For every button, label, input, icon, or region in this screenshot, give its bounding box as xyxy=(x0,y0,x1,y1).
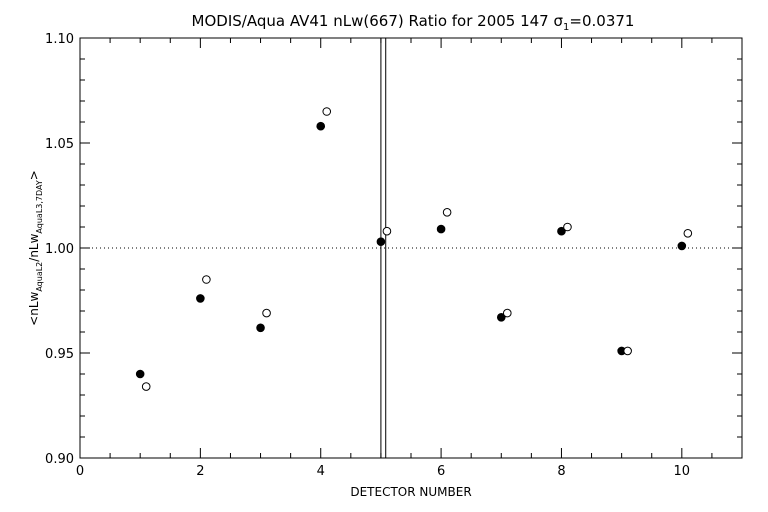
open-point xyxy=(382,226,392,236)
open-point xyxy=(262,308,271,318)
open-point xyxy=(442,208,452,217)
reference-lines xyxy=(80,38,742,458)
open-point xyxy=(623,346,632,356)
filled-point xyxy=(376,237,386,246)
open-point xyxy=(141,382,151,391)
y-tick-label: 1.10 xyxy=(45,32,74,47)
x-axis-label: DETECTOR NUMBER xyxy=(350,485,471,499)
x-tick-label: 0 xyxy=(76,464,84,479)
open-point xyxy=(202,275,211,284)
filled-point xyxy=(316,121,326,131)
open-point xyxy=(563,222,572,232)
filled-point xyxy=(256,323,265,333)
x-tick-label: 4 xyxy=(317,464,325,479)
x-tick-label: 6 xyxy=(437,464,445,479)
chart-title: MODIS/Aqua AV41 nLw(667) Ratio for 2005 … xyxy=(192,12,635,33)
open-point xyxy=(322,107,332,116)
filled-point xyxy=(196,294,205,303)
x-tick-label: 2 xyxy=(196,464,204,479)
open-point xyxy=(683,229,693,238)
data-points xyxy=(135,107,693,391)
filled-point xyxy=(677,241,687,251)
open-point xyxy=(502,308,512,318)
axis-ticks: 0 2 4 6 8 10 0.90 0.95 1.00 1.05 1.10 xyxy=(45,32,743,479)
y-tick-label: 0.90 xyxy=(45,452,74,467)
x-tick-label: 10 xyxy=(674,464,691,479)
filled-point xyxy=(436,224,446,234)
y-tick-label: 1.05 xyxy=(45,137,74,152)
filled-point xyxy=(496,313,506,322)
filled-point xyxy=(557,226,566,236)
filled-point xyxy=(135,369,145,379)
y-tick-label: 1.00 xyxy=(45,242,74,257)
x-tick-label: 8 xyxy=(557,464,565,479)
y-tick-label: 0.95 xyxy=(45,347,74,362)
plot-frame xyxy=(79,37,743,459)
y-axis-label: <nLwAquaL2/nLwAquaL3,7DAY> xyxy=(27,170,44,326)
